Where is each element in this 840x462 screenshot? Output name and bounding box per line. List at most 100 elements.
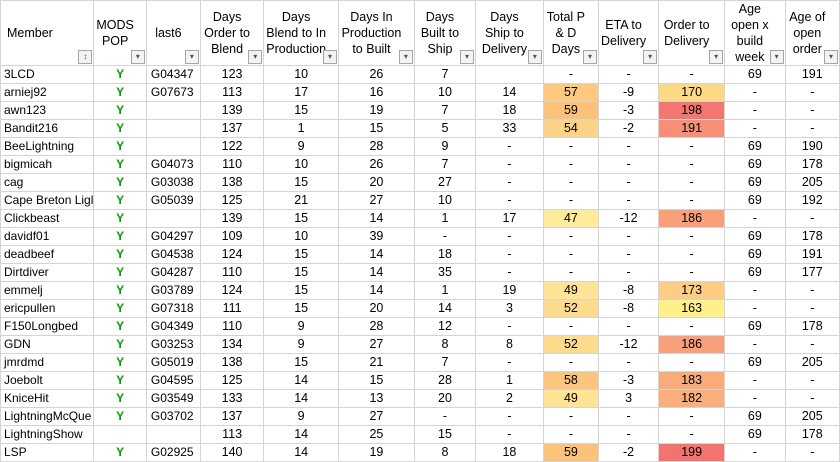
cell-mods[interactable]: Y	[93, 173, 147, 192]
cell-order-to-blend[interactable]: 138	[199, 173, 265, 192]
cell-last6[interactable]: G03038	[145, 173, 201, 192]
cell-mods[interactable]: Y	[93, 353, 147, 372]
cell-mods[interactable]: Y	[93, 299, 147, 318]
cell-member[interactable]: davidf01	[0, 227, 95, 246]
cell-age-open-order[interactable]: -	[784, 209, 840, 228]
cell-total-pd[interactable]: -	[542, 245, 599, 264]
cell-eta[interactable]: 3	[597, 389, 660, 408]
cell-ship-to-delivery[interactable]: -	[475, 137, 544, 156]
cell-age-open-build[interactable]: 69	[724, 407, 786, 426]
cell-last6[interactable]: G07318	[145, 299, 201, 318]
cell-eta[interactable]: -3	[597, 371, 660, 390]
cell-total-pd[interactable]: -	[542, 155, 599, 174]
cell-ship-to-delivery[interactable]: -	[475, 407, 544, 426]
cell-prod-to-built[interactable]: 27	[338, 191, 415, 210]
cell-ship-to-delivery[interactable]: 3	[475, 299, 544, 318]
cell-age-open-order[interactable]: 178	[784, 227, 840, 246]
filter-dropdown-icon[interactable]: ▾	[643, 50, 658, 64]
cell-built-to-ship[interactable]: 1	[413, 281, 477, 300]
cell-ship-to-delivery[interactable]: -	[475, 245, 544, 264]
cell-last6[interactable]: G03253	[145, 335, 201, 354]
cell-age-open-build[interactable]: 69	[724, 245, 786, 264]
cell-ship-to-delivery[interactable]: 8	[475, 335, 544, 354]
cell-ship-to-delivery[interactable]: -	[475, 191, 544, 210]
cell-blend-to-prod[interactable]: 15	[263, 245, 340, 264]
cell-last6[interactable]	[145, 137, 201, 156]
cell-member[interactable]: Joebolt	[0, 371, 95, 390]
cell-ship-to-delivery[interactable]: -	[475, 353, 544, 372]
cell-age-open-order[interactable]: 177	[784, 263, 840, 282]
cell-total-pd[interactable]: -	[542, 173, 599, 192]
cell-prod-to-built[interactable]: 20	[338, 173, 415, 192]
cell-blend-to-prod[interactable]: 15	[263, 281, 340, 300]
cell-age-open-build[interactable]: -	[724, 299, 786, 318]
cell-order-to-blend[interactable]: 111	[199, 299, 265, 318]
cell-prod-to-built[interactable]: 26	[338, 155, 415, 174]
cell-last6[interactable]: G02925	[145, 443, 201, 462]
cell-age-open-build[interactable]: -	[724, 209, 786, 228]
cell-age-open-order[interactable]: -	[784, 335, 840, 354]
cell-prod-to-built[interactable]: 28	[338, 317, 415, 336]
cell-member[interactable]: Bandit216	[0, 119, 95, 138]
cell-ship-to-delivery[interactable]: -	[475, 317, 544, 336]
cell-member[interactable]: KniceHit	[0, 389, 95, 408]
cell-total-pd[interactable]: -	[542, 227, 599, 246]
cell-prod-to-built[interactable]: 20	[338, 299, 415, 318]
cell-age-open-order[interactable]: -	[784, 443, 840, 462]
cell-member[interactable]: BeeLightning	[0, 137, 95, 156]
cell-total-pd[interactable]: 47	[542, 209, 599, 228]
cell-prod-to-built[interactable]: 21	[338, 353, 415, 372]
cell-mods[interactable]: Y	[93, 281, 147, 300]
sort-filter-icon[interactable]: ↕	[78, 50, 93, 64]
cell-order-to-blend[interactable]: 110	[199, 155, 265, 174]
cell-age-open-build[interactable]: -	[724, 281, 786, 300]
cell-member[interactable]: emmelj	[0, 281, 95, 300]
cell-built-to-ship[interactable]: 14	[413, 299, 477, 318]
cell-prod-to-built[interactable]: 27	[338, 407, 415, 426]
cell-age-open-order[interactable]: 192	[784, 191, 840, 210]
cell-built-to-ship[interactable]: 10	[413, 83, 477, 102]
cell-mods[interactable]: Y	[93, 227, 147, 246]
cell-age-open-build[interactable]: -	[724, 389, 786, 408]
cell-eta[interactable]: -	[597, 155, 660, 174]
cell-ship-to-delivery[interactable]	[475, 65, 544, 84]
cell-ship-to-delivery[interactable]: 17	[475, 209, 544, 228]
cell-last6[interactable]: G05039	[145, 191, 201, 210]
filter-dropdown-icon[interactable]: ▾	[248, 50, 263, 64]
cell-prod-to-built[interactable]: 15	[338, 371, 415, 390]
cell-mods[interactable]: Y	[93, 191, 147, 210]
cell-blend-to-prod[interactable]: 10	[263, 227, 340, 246]
cell-order-to-delivery[interactable]: -	[658, 227, 726, 246]
cell-total-pd[interactable]: 58	[542, 371, 599, 390]
cell-last6[interactable]: G05019	[145, 353, 201, 372]
cell-age-open-build[interactable]: 69	[724, 173, 786, 192]
cell-mods[interactable]: Y	[93, 245, 147, 264]
cell-order-to-blend[interactable]: 109	[199, 227, 265, 246]
cell-age-open-build[interactable]: -	[724, 335, 786, 354]
cell-eta[interactable]: -	[597, 191, 660, 210]
cell-age-open-order[interactable]: -	[784, 281, 840, 300]
cell-blend-to-prod[interactable]: 10	[263, 155, 340, 174]
cell-built-to-ship[interactable]: 7	[413, 65, 477, 84]
cell-member[interactable]: LightningShow	[0, 425, 95, 444]
cell-age-open-order[interactable]: 178	[784, 155, 840, 174]
cell-blend-to-prod[interactable]: 15	[263, 101, 340, 120]
cell-order-to-delivery[interactable]: -	[658, 65, 726, 84]
cell-order-to-delivery[interactable]: 191	[658, 119, 726, 138]
cell-age-open-build[interactable]: -	[724, 443, 786, 462]
cell-last6[interactable]: G04595	[145, 371, 201, 390]
cell-order-to-delivery[interactable]: -	[658, 245, 726, 264]
cell-eta[interactable]: -8	[597, 281, 660, 300]
cell-last6[interactable]: G03789	[145, 281, 201, 300]
cell-order-to-delivery[interactable]: 186	[658, 209, 726, 228]
cell-built-to-ship[interactable]: 5	[413, 119, 477, 138]
cell-order-to-blend[interactable]: 137	[199, 407, 265, 426]
cell-age-open-build[interactable]: 69	[724, 263, 786, 282]
cell-age-open-build[interactable]: 69	[724, 155, 786, 174]
cell-blend-to-prod[interactable]: 1	[263, 119, 340, 138]
cell-age-open-order[interactable]: -	[784, 299, 840, 318]
cell-last6[interactable]: G04349	[145, 317, 201, 336]
cell-total-pd[interactable]: 49	[542, 281, 599, 300]
cell-total-pd[interactable]: 59	[542, 443, 599, 462]
cell-age-open-order[interactable]: 191	[784, 65, 840, 84]
